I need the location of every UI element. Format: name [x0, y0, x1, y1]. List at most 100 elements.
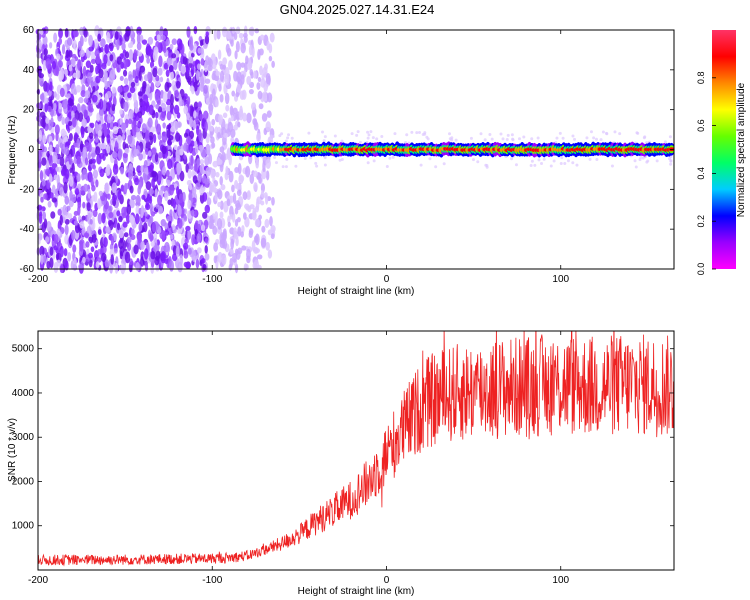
- spectrogram-cell: [225, 104, 230, 112]
- spectrogram-cell: [162, 122, 166, 129]
- spectrogram-cell: [106, 113, 112, 124]
- spectrogram-cell: [585, 136, 589, 140]
- spectrogram-cell: [211, 142, 216, 149]
- spectrogram-cell: [80, 126, 85, 139]
- spectrogram-cell: [122, 152, 128, 159]
- spectrogram-cell: [153, 171, 159, 182]
- spectrogram-cell: [171, 239, 175, 247]
- spectrogram-cell: [213, 255, 217, 264]
- colorbar-tick-label: 0.4: [696, 167, 706, 180]
- spectrogram-cell: [192, 120, 197, 130]
- spectrogram-cell: [89, 122, 95, 129]
- figure-title: GN04.2025.027.14.31.E24: [280, 2, 435, 17]
- spectrogram-cell: [97, 123, 102, 131]
- spectrogram-cell: [66, 93, 71, 99]
- spectrogram-cell: [340, 139, 344, 143]
- spectrogram-cell: [633, 159, 637, 163]
- spectrogram-cell: [253, 121, 259, 131]
- colorbar-tick-label: 0.8: [696, 72, 706, 85]
- spectrogram-cell: [157, 170, 162, 182]
- spectrogram-cell: [146, 83, 151, 95]
- spectrogram-cell: [511, 138, 515, 142]
- y-tick-label: 60: [23, 25, 35, 36]
- spectrogram-y-ticks: 60 40 20 0 -20 -40 -60: [20, 25, 674, 275]
- spectrogram-cell: [166, 111, 172, 121]
- spectrogram-cell: [194, 140, 198, 147]
- spectrogram-cell: [645, 141, 649, 145]
- spectrogram-cell: [111, 182, 117, 194]
- spectrogram-cell: [83, 183, 89, 192]
- spectrogram-cell: [104, 70, 108, 81]
- spectrogram-cell: [540, 162, 544, 166]
- spectrogram-cell: [182, 242, 189, 250]
- spectrogram-cell: [254, 28, 260, 34]
- spectrogram-cell: [340, 158, 344, 162]
- spectrogram-cell: [44, 168, 51, 176]
- spectrogram-cell: [216, 29, 221, 40]
- spectrogram-cell: [88, 252, 93, 259]
- spectrogram-cell: [119, 166, 125, 175]
- spectrogram-cell: [294, 164, 298, 168]
- spectrogram-cell: [405, 133, 409, 137]
- spectrogram-cell: [428, 157, 432, 161]
- spectrogram-cell: [124, 182, 128, 193]
- spectrogram-cell: [237, 226, 242, 237]
- spectrogram-cell: [63, 248, 68, 257]
- spectrogram-cell: [371, 136, 375, 140]
- spectrogram-cell: [87, 101, 91, 112]
- spectrogram-cell: [271, 60, 275, 68]
- spectrogram-cell: [134, 75, 139, 84]
- spectrogram-cell: [171, 224, 176, 231]
- spectrogram-cell: [92, 86, 96, 93]
- spectrogram-cell: [256, 254, 263, 260]
- spectrogram-cell: [127, 242, 132, 251]
- spectrogram-cell: [92, 169, 99, 179]
- spectrogram-cell: [217, 189, 223, 200]
- spectrogram-cell: [560, 156, 564, 160]
- spectrogram-cell: [203, 110, 209, 120]
- spectrogram-cell: [41, 157, 47, 166]
- spectrogram-cell: [150, 241, 155, 247]
- spectrogram-cell: [195, 258, 200, 269]
- spectrogram-cell: [261, 167, 267, 180]
- spectrogram-cell: [217, 201, 222, 208]
- spectrogram-cell: [72, 244, 77, 253]
- spectrogram-cell: [71, 229, 76, 241]
- spectrogram-cell: [176, 121, 182, 129]
- spectrogram-cell: [559, 162, 563, 166]
- spectrogram-cell: [191, 234, 196, 246]
- spectrogram-cell: [530, 137, 534, 141]
- spectrogram-cell: [79, 221, 85, 229]
- spectrogram-cell: [71, 117, 77, 128]
- spectrogram-cell: [176, 162, 182, 175]
- spectrogram-cell: [204, 156, 210, 166]
- spectrogram-cell: [88, 236, 93, 242]
- spectrogram-cell: [152, 50, 158, 62]
- spectrogram-cell: [162, 166, 167, 176]
- spectrogram-cell: [45, 117, 50, 124]
- spectrogram-cell: [96, 153, 102, 165]
- spectrogram-cell: [255, 160, 259, 169]
- spectrogram-cell: [454, 138, 458, 142]
- spectrogram-cell: [73, 220, 79, 226]
- spectrogram-cell: [120, 61, 125, 69]
- spectrogram-cell: [54, 124, 60, 135]
- spectrogram-cell: [255, 199, 260, 210]
- spectrogram-cell: [229, 105, 234, 116]
- spectrogram-cell: [483, 138, 487, 142]
- spectrogram-cell: [264, 218, 270, 229]
- spectrogram-cell: [167, 138, 172, 146]
- spectrogram-cell: [77, 201, 82, 209]
- spectrogram-cell: [307, 131, 311, 135]
- spectrogram-cell: [104, 259, 110, 268]
- spectrogram-cell: [215, 70, 221, 77]
- spectrogram-cell: [555, 136, 559, 140]
- spectrogram-cell: [95, 179, 99, 188]
- spectrogram-cell: [137, 91, 143, 97]
- spectrogram-cell: [204, 34, 210, 45]
- spectrogram-cell: [101, 62, 107, 70]
- spectrogram-cell: [273, 156, 277, 160]
- spectrogram-cell: [36, 115, 41, 122]
- spectrogram-cell: [153, 133, 157, 144]
- spectrogram-cell: [129, 86, 136, 94]
